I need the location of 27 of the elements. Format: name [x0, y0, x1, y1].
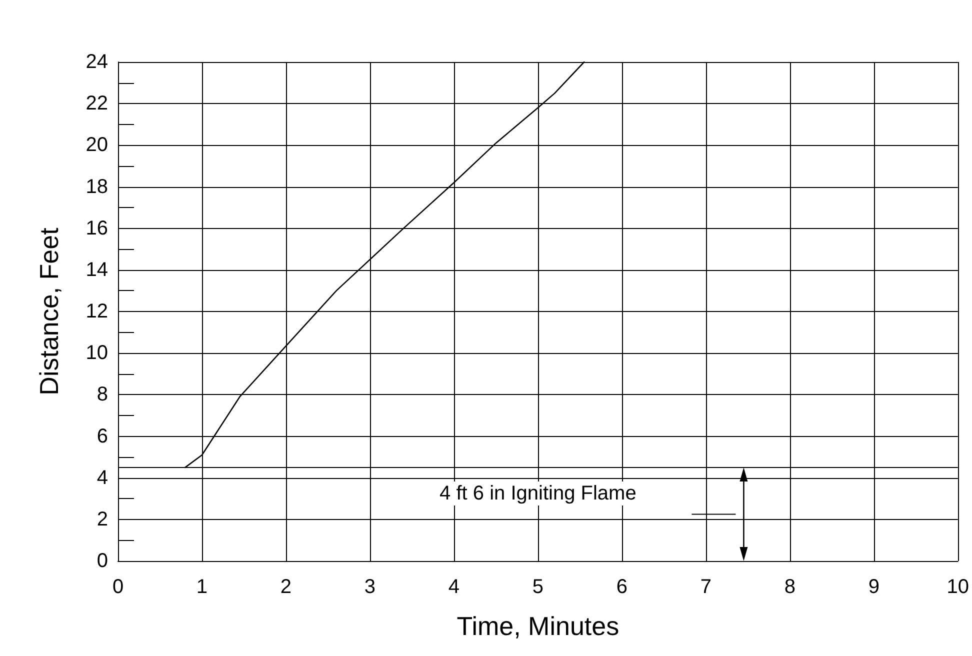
y-tick-label: 8	[96, 384, 108, 406]
y-axis-title: Distance, Feet	[34, 226, 64, 396]
x-tick-label: 9	[868, 576, 880, 598]
x-tick-label: 4	[448, 576, 460, 598]
y-tick-label: 12	[86, 300, 108, 322]
x-tick-label: 5	[532, 576, 544, 598]
x-tick-label: 2	[280, 576, 292, 598]
y-tick-label: 18	[86, 176, 108, 198]
y-tick-label: 22	[86, 92, 108, 115]
x-tick-label: 8	[784, 576, 796, 598]
y-tick-label: 24	[86, 51, 108, 73]
y-tick-label: 20	[86, 134, 108, 156]
y-tick-label: 2	[96, 508, 108, 530]
ref-line-label: 4 ft 6 in Igniting Flame	[440, 482, 636, 504]
y-tick-label: 10	[86, 342, 108, 364]
y-tick-label: 4	[96, 466, 108, 489]
y-tick-label: 14	[86, 258, 108, 281]
x-tick-label: 6	[616, 576, 628, 598]
x-tick-label: 0	[112, 576, 124, 598]
x-axis-title: Time, Minutes	[456, 611, 620, 641]
x-tick-label: 10	[946, 576, 969, 598]
x-tick-label: 7	[700, 576, 712, 598]
y-tick-label: 0	[96, 550, 108, 572]
x-tick-label: 1	[196, 576, 208, 598]
x-tick-label: 3	[364, 576, 376, 598]
y-tick-label: 16	[86, 217, 108, 240]
y-tick-label: 6	[96, 425, 108, 448]
